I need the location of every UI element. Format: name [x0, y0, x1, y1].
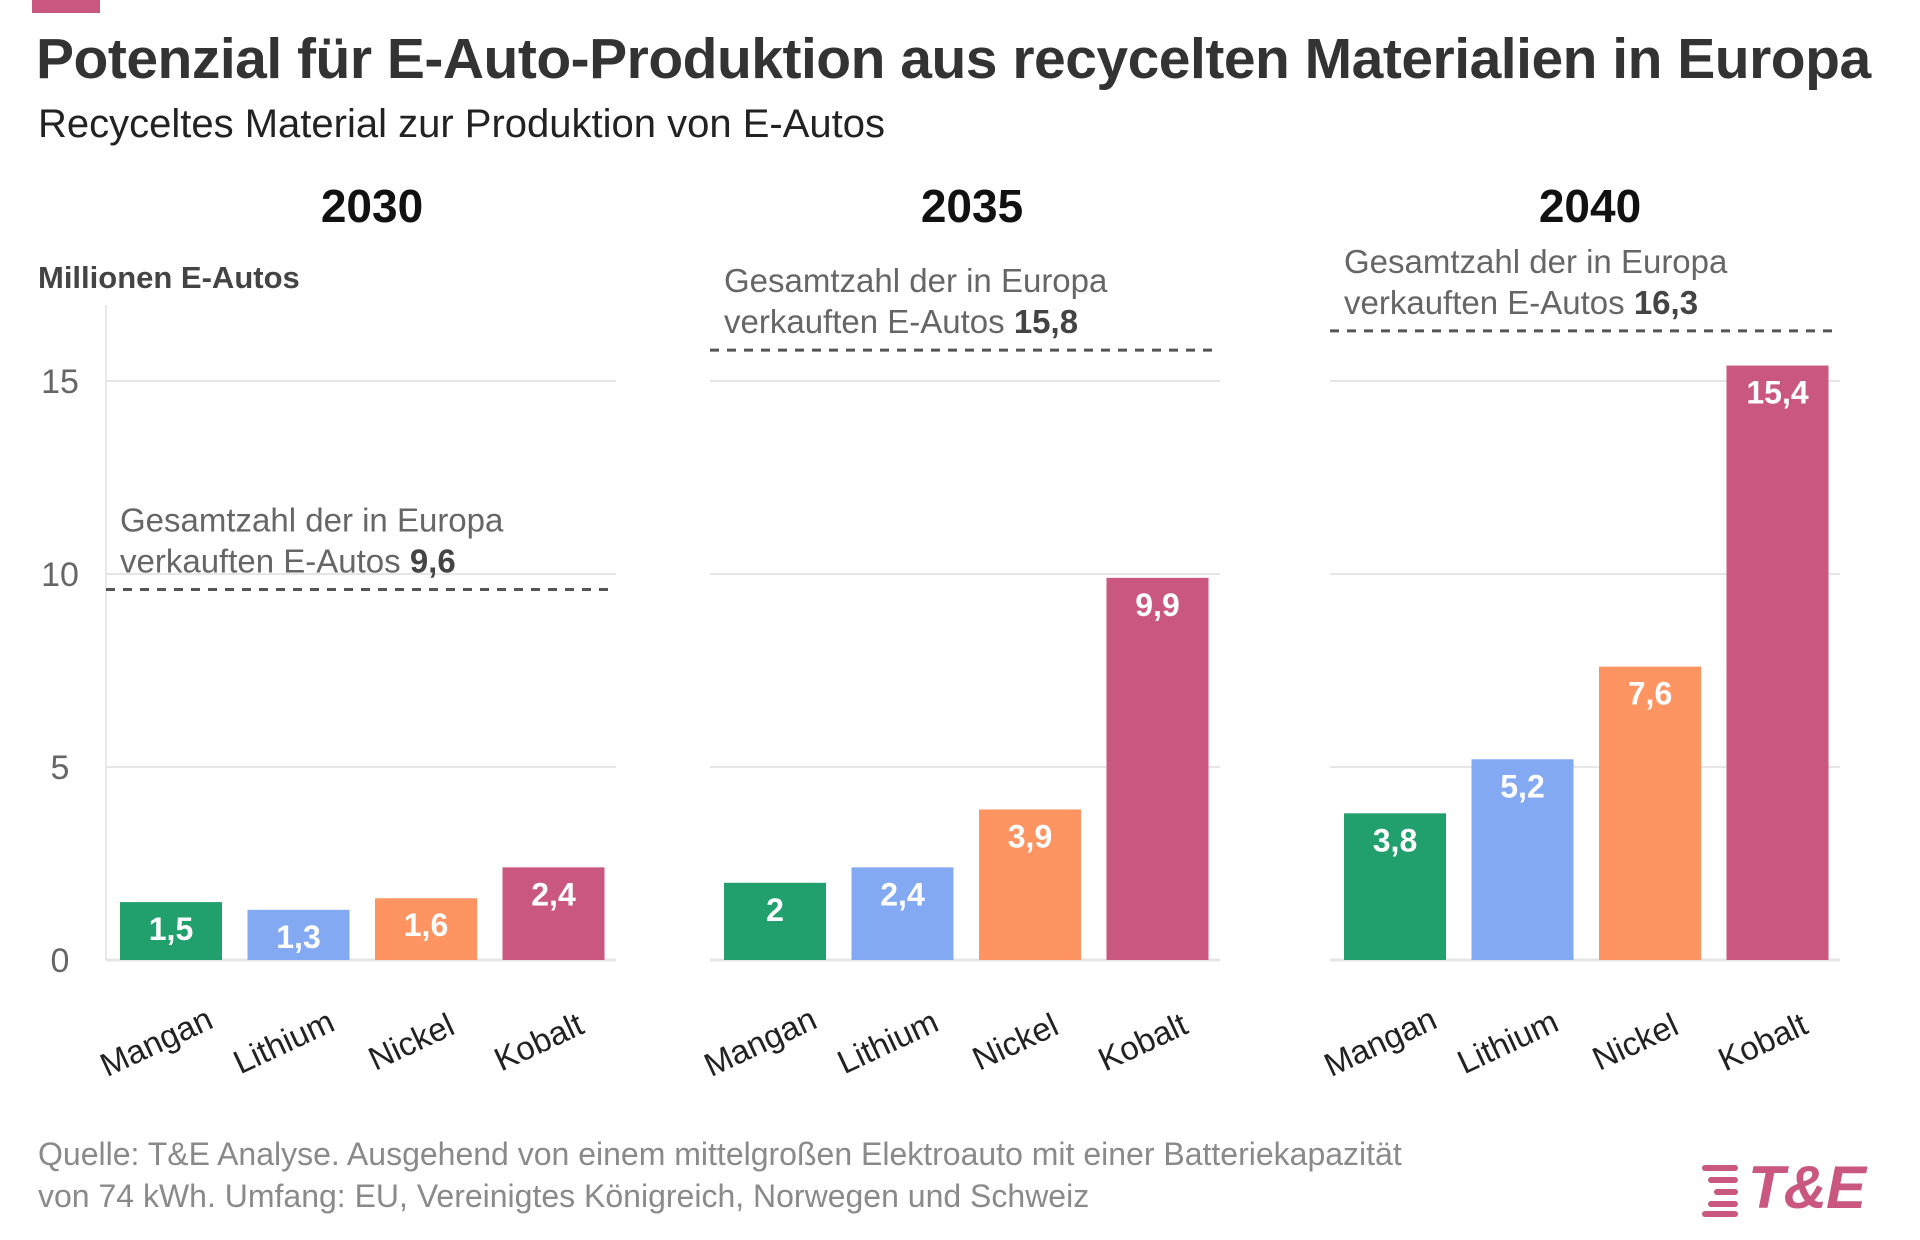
x-tick-label: Kobalt: [488, 1005, 588, 1078]
reference-text-prefix: verkauften E-Autos: [724, 303, 1014, 340]
y-tick-label: 5: [51, 749, 70, 787]
y-tick-label: 15: [41, 363, 79, 401]
bar-value-label: 2,4: [531, 876, 576, 912]
reference-text: Gesamtzahl der in Europa: [120, 501, 504, 538]
reference-text: Gesamtzahl der in Europa: [724, 262, 1108, 299]
bar-kobalt: [502, 867, 605, 960]
x-tick-label: Lithium: [228, 1002, 340, 1080]
bar-nickel: [375, 898, 477, 960]
bar-value-label: 5,2: [1500, 768, 1544, 804]
bar-value-label: 1,6: [404, 907, 448, 943]
x-tick-label: Mangan: [698, 1000, 822, 1084]
panel-title: 2035: [921, 180, 1023, 232]
accent-bar: [32, 0, 100, 13]
x-tick-label: Nickel: [1587, 1006, 1684, 1078]
source-note: Quelle: T&E Analyse. Ausgehend von einem…: [38, 1133, 1402, 1217]
reference-text-prefix: verkauften E-Autos: [120, 542, 410, 579]
y-tick-label: 0: [51, 942, 70, 980]
bar-mangan: [120, 902, 222, 960]
bar-value-label: 3,8: [1373, 822, 1417, 858]
source-line-1: Quelle: T&E Analyse. Ausgehend von einem…: [38, 1136, 1402, 1172]
chart-title: Potenzial für E-Auto-Produktion aus recy…: [36, 27, 1871, 91]
reference-text-2: verkauften E-Autos 15,8: [724, 303, 1078, 340]
te-logo: T&E: [1700, 1154, 1900, 1225]
bar-lithium: [851, 867, 954, 960]
bar-value-label: 9,9: [1135, 587, 1179, 623]
bar-value-label: 1,5: [149, 911, 193, 947]
bar-mangan: [724, 882, 826, 960]
x-tick-label: Nickel: [967, 1006, 1064, 1078]
chart-subtitle: Recyceltes Material zur Produktion von E…: [38, 102, 886, 146]
x-tick-label: Mangan: [94, 1000, 218, 1084]
source-line-2: von 74 kWh. Umfang: EU, Vereinigtes Köni…: [38, 1178, 1090, 1214]
x-tick-label: Lithium: [832, 1002, 944, 1080]
x-tick-label: Kobalt: [1092, 1005, 1192, 1078]
bar-value-label: 3,9: [1008, 818, 1052, 854]
bar-nickel: [979, 809, 1081, 960]
bar-kobalt: [1726, 365, 1829, 960]
reference-text-2: verkauften E-Autos 16,3: [1344, 284, 1698, 321]
bar-value-label: 2: [766, 892, 784, 928]
bar-value-label: 1,3: [276, 919, 320, 955]
bar-mangan: [1344, 813, 1446, 960]
x-tick-label: Kobalt: [1712, 1005, 1812, 1078]
y-tick-label: 10: [41, 556, 79, 594]
bar-value-label: 7,6: [1628, 676, 1672, 712]
bar-kobalt: [1106, 577, 1209, 960]
reference-value-label: 15,8: [1014, 303, 1078, 340]
reference-text-prefix: verkauften E-Autos: [1344, 284, 1634, 321]
bar-lithium: [247, 909, 350, 960]
reference-text: Gesamtzahl der in Europa: [1344, 243, 1728, 280]
y-axis-label: Millionen E-Autos: [38, 260, 300, 295]
reference-value-label: 9,6: [410, 542, 456, 579]
x-tick-label: Mangan: [1318, 1000, 1442, 1084]
bar-value-label: 2,4: [880, 876, 925, 912]
bar-lithium: [1471, 759, 1574, 960]
logo-text: T&E: [1748, 1154, 1866, 1221]
bar-value-label: 15,4: [1746, 375, 1808, 411]
bar-nickel: [1599, 666, 1701, 960]
panel-title: 2030: [321, 180, 423, 232]
reference-text-2: verkauften E-Autos 9,6: [120, 542, 456, 579]
x-tick-label: Nickel: [363, 1006, 460, 1078]
panel-title: 2040: [1539, 180, 1641, 232]
reference-value-label: 16,3: [1634, 284, 1698, 321]
x-tick-label: Lithium: [1452, 1002, 1564, 1080]
logo-lines-icon: [1702, 1165, 1738, 1217]
